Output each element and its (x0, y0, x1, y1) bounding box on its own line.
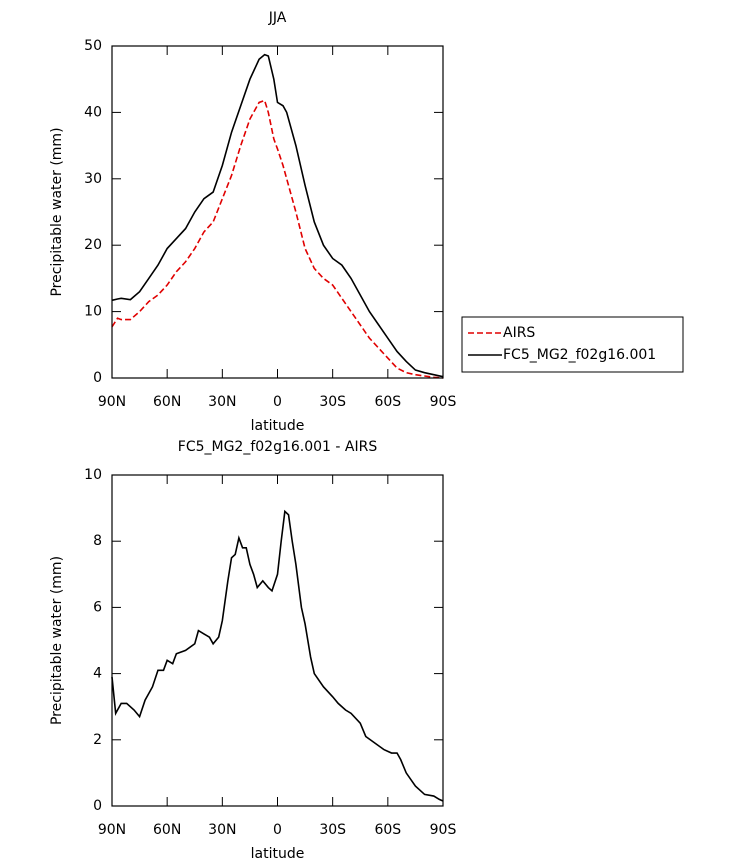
legend-box (461, 316, 684, 373)
x-tick-label: 0 (273, 394, 282, 410)
x-axis-label: latitude (251, 846, 305, 862)
x-tick-label: 30S (319, 822, 346, 838)
x-tick-label: 90N (98, 394, 126, 410)
y-axis-label: Precipitable water (mm) (49, 556, 65, 725)
y-tick-label: 20 (84, 237, 102, 253)
y-tick-label: 0 (93, 370, 102, 386)
legend-label: FC5_MG2_f02g16.001 (503, 347, 656, 363)
y-tick-label: 8 (93, 533, 102, 549)
data-line (111, 99, 444, 379)
x-tick-label: 60S (374, 394, 401, 410)
chart-title: JJA (268, 10, 287, 26)
y-tick-label: 0 (93, 798, 102, 814)
data-line (111, 509, 444, 802)
x-axis-label: latitude (251, 418, 305, 434)
plot-frame (111, 474, 444, 807)
x-tick-label: 90S (430, 394, 457, 410)
data-line (111, 53, 444, 378)
x-tick-label: 90S (430, 822, 457, 838)
y-tick-label: 40 (84, 104, 102, 120)
legend-label: AIRS (503, 325, 535, 341)
plot-frame (111, 45, 444, 379)
y-tick-label: 30 (84, 171, 102, 187)
y-tick-label: 4 (93, 666, 102, 682)
x-tick-label: 60N (153, 394, 181, 410)
x-tick-label: 30N (208, 822, 236, 838)
y-tick-label: 2 (93, 732, 102, 748)
x-tick-label: 60N (153, 822, 181, 838)
y-tick-label: 50 (84, 38, 102, 54)
x-tick-label: 60S (374, 822, 401, 838)
y-tick-label: 6 (93, 599, 102, 615)
x-tick-label: 30S (319, 394, 346, 410)
y-tick-label: 10 (84, 467, 102, 483)
x-tick-label: 30N (208, 394, 236, 410)
y-tick-label: 10 (84, 304, 102, 320)
chart-title: FC5_MG2_f02g16.001 - AIRS (178, 439, 378, 455)
x-tick-label: 90N (98, 822, 126, 838)
y-axis-label: Precipitable water (mm) (49, 127, 65, 296)
x-tick-label: 0 (273, 822, 282, 838)
